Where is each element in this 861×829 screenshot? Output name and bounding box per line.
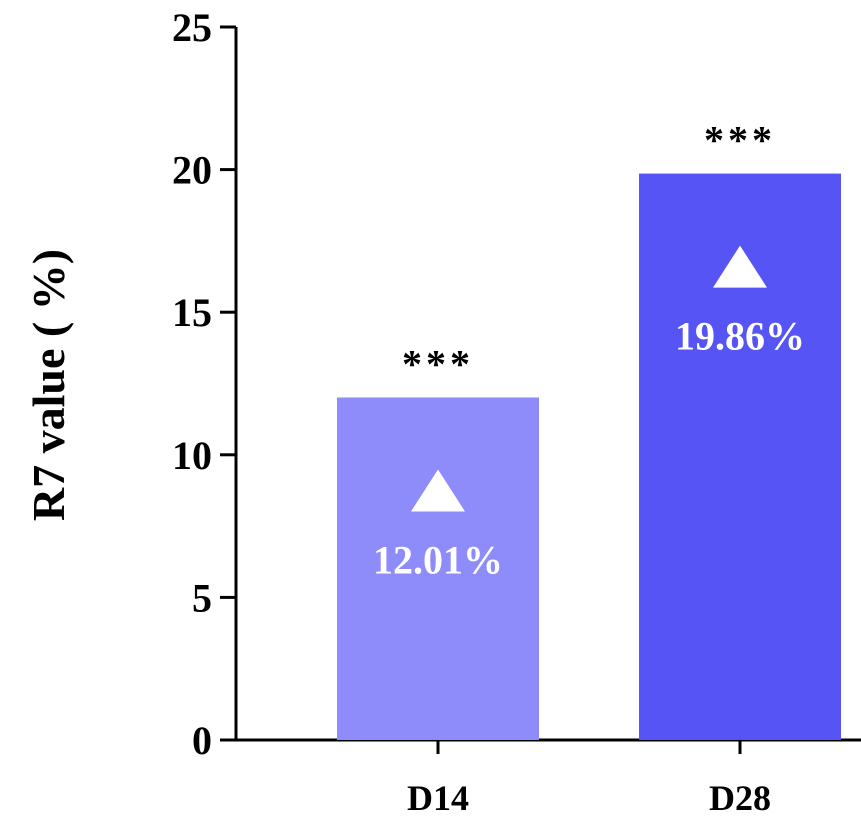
y-tick-label: 15 xyxy=(172,290,212,335)
x-tick-label: D28 xyxy=(709,778,771,818)
y-tick-label: 0 xyxy=(192,718,212,763)
y-axis-title: R7 value ( %) xyxy=(23,249,74,521)
up-triangle-icon xyxy=(713,245,767,288)
bar-value-label: 12.01% xyxy=(373,537,503,582)
y-tick-label: 5 xyxy=(192,575,212,620)
y-tick-label: 20 xyxy=(172,148,212,193)
bars-group: D14 *** 12.01% D28 *** 19.86% xyxy=(337,118,841,818)
y-tick-label: 25 xyxy=(172,5,212,50)
up-triangle-icon xyxy=(411,469,465,512)
significance-label: *** xyxy=(402,341,474,386)
y-axis-ticks: 0 5 10 15 20 25 xyxy=(172,5,236,763)
bar-value-label: 19.86% xyxy=(675,314,805,359)
bar-d14 xyxy=(337,397,539,740)
y-tick-label: 10 xyxy=(172,433,212,478)
significance-label: *** xyxy=(704,118,776,163)
x-tick-label: D14 xyxy=(407,778,469,818)
